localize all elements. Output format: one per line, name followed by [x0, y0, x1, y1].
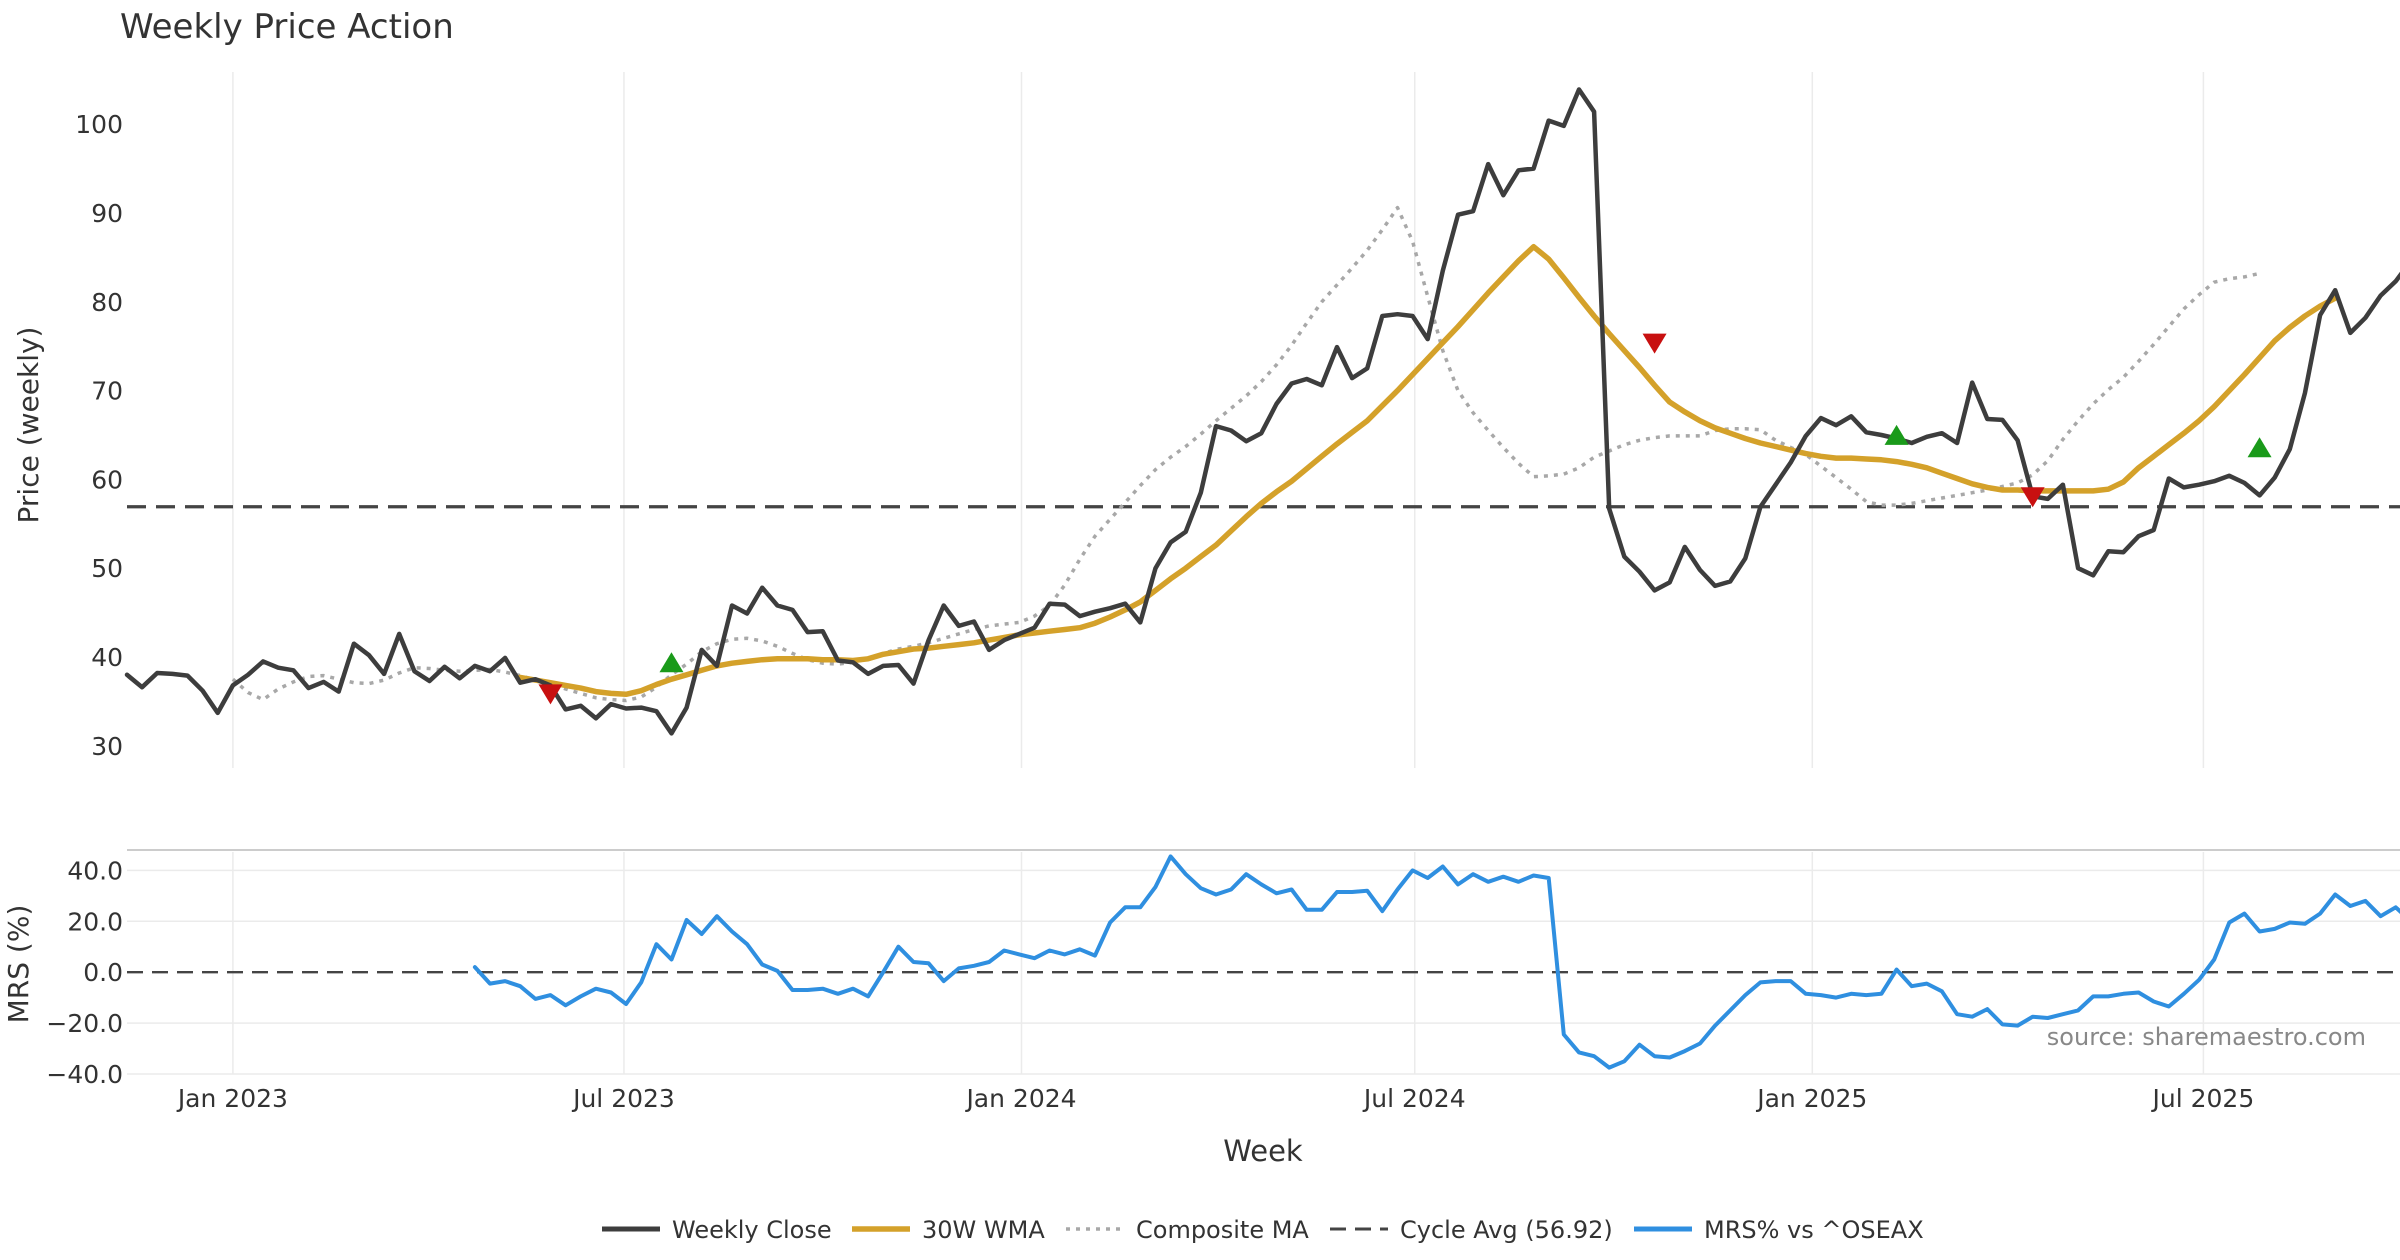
- lower-y-axis-label: MRS (%): [2, 905, 35, 1024]
- chart-title: Weekly Price Action: [120, 7, 454, 47]
- upper-y-tick-label: 40: [91, 643, 123, 672]
- upper-y-tick-label: 90: [91, 199, 123, 228]
- lower-y-tick-label: 40.0: [67, 856, 123, 885]
- lower-y-tick-label: −40.0: [46, 1060, 123, 1089]
- x-tick-label: Jan 2025: [1755, 1084, 1867, 1113]
- sell-signal-marker: [538, 684, 563, 705]
- upper-y-ticks: 30 40 50 60 70 80 90 100: [75, 110, 123, 761]
- sell-signal-marker: [1642, 333, 1667, 354]
- composite-legend-label: Composite MA: [1136, 1216, 1309, 1244]
- buy-signal-marker: [2247, 437, 2272, 458]
- signal-markers: [538, 333, 2272, 705]
- upper-y-tick-label: 70: [91, 377, 123, 406]
- x-tick-label: Jan 2024: [964, 1084, 1076, 1113]
- composite-series-line: [231, 205, 2260, 703]
- source-note: source: sharemaestro.com: [2047, 1023, 2366, 1051]
- x-tick-label: Jul 2025: [2151, 1084, 2255, 1113]
- close-legend-label: Weekly Close: [672, 1216, 832, 1244]
- wma-legend-label: 30W WMA: [922, 1216, 1045, 1244]
- cycle-legend-label: Cycle Avg (56.92): [1400, 1216, 1613, 1244]
- lower-y-tick-label: −20.0: [46, 1009, 123, 1038]
- mrs-series-line: [472, 854, 2400, 1070]
- upper-y-tick-label: 50: [91, 554, 123, 583]
- x-ticks: Jan 2023 Jul 2023 Jan 2024 Jul 2024 Jan 2025…: [176, 1084, 2254, 1113]
- mrs-legend-label: MRS% vs ^OSEAX: [1704, 1216, 1924, 1244]
- x-axis-label: Week: [1223, 1134, 1303, 1168]
- lower-y-tick-label: 20.0: [67, 907, 123, 936]
- upper-y-axis-label: Price (weekly): [12, 327, 45, 524]
- sell-signal-marker: [2020, 487, 2045, 508]
- upper-y-tick-label: 30: [91, 732, 123, 761]
- x-tick-label: Jul 2024: [1362, 1084, 1466, 1113]
- upper-y-tick-label: 60: [91, 465, 123, 494]
- upper-y-tick-label: 100: [75, 110, 123, 139]
- lower-y-ticks: 40.0 20.0 0.0 −20.0 −40.0: [46, 856, 123, 1089]
- x-tick-label: Jul 2023: [571, 1084, 675, 1113]
- legend: Weekly Close 30W WMA Composite MA Cycle Avg…: [602, 1216, 1924, 1244]
- buy-signal-marker: [1884, 424, 1909, 445]
- buy-signal-marker: [659, 652, 684, 673]
- lower-y-tick-label: 0.0: [83, 958, 123, 987]
- wma-series-line: [517, 243, 2338, 698]
- upper-series: [124, 87, 2400, 736]
- upper-y-tick-label: 80: [91, 288, 123, 317]
- close-series-line: [124, 87, 2400, 736]
- lower-series: [472, 854, 2400, 1070]
- x-tick-label: Jan 2023: [176, 1084, 288, 1113]
